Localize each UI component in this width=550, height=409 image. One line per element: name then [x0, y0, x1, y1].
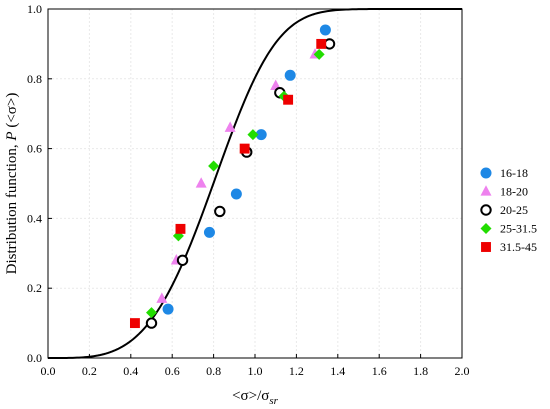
- data-point: [247, 129, 259, 141]
- x-axis-ticks: 0.0 0.2 0.4 0.6 0.8 1.0 1.2 1.4 1.6 1.8 2.0: [41, 354, 470, 378]
- x-tick-label: 0.8: [206, 364, 221, 378]
- x-axis-title: <σ>/σsr: [232, 388, 279, 407]
- y-tick-label: 0.2: [27, 281, 42, 295]
- data-point: [255, 129, 267, 141]
- series-25-31_5: [146, 48, 325, 319]
- data-point: [313, 48, 325, 60]
- y-tick-label: 0.4: [27, 211, 42, 225]
- data-point: [319, 24, 331, 36]
- data-point: [283, 94, 294, 105]
- x-tick-label: 0.0: [41, 364, 56, 378]
- x-tick-label: 1.4: [330, 364, 345, 378]
- data-point: [239, 143, 250, 154]
- data-point: [224, 121, 236, 132]
- data-point: [176, 254, 189, 266]
- x-tick-label: 1.2: [289, 364, 304, 378]
- y-axis-title-tail: (<σ>): [4, 93, 20, 132]
- y-axis-title-main: Distribution function,: [4, 141, 20, 275]
- y-tick-label: 0.8: [27, 72, 42, 86]
- data-point: [146, 307, 157, 319]
- legend-marker: [480, 223, 492, 234]
- y-tick-label: 1.0: [27, 2, 42, 16]
- y-tick-label: 0.0: [27, 351, 42, 365]
- y-tick-label: 0.6: [27, 142, 42, 156]
- series-16-18: [162, 24, 331, 315]
- legend-marker: [481, 242, 491, 252]
- x-tick-label: 1.0: [248, 364, 263, 378]
- y-axis-ticks: 0.0 0.2 0.4 0.6 0.8 1.0: [27, 2, 52, 365]
- legend-item: 16-18: [480, 166, 528, 180]
- x-tick-label: 2.0: [455, 364, 470, 378]
- legend-label: 16-18: [500, 166, 528, 180]
- legend-marker: [480, 204, 492, 216]
- data-point: [129, 318, 140, 329]
- legend-item: 25-31.5: [480, 222, 537, 236]
- legend-label: 31.5-45: [500, 240, 537, 254]
- data-point: [145, 317, 158, 329]
- data-point: [323, 38, 336, 50]
- data-point: [162, 303, 174, 315]
- x-tick-label: 0.2: [82, 364, 97, 378]
- x-axis-title-sub: sr: [269, 395, 278, 407]
- series-20-25: [145, 38, 336, 329]
- legend-label: 25-31.5: [500, 222, 537, 236]
- data-points: [129, 24, 336, 329]
- legend-item: 18-20: [480, 185, 528, 199]
- grid: [48, 9, 462, 358]
- data-point: [230, 188, 242, 200]
- legend-marker: [480, 167, 492, 179]
- data-point: [214, 205, 226, 218]
- x-axis-title-main: <σ>/σ: [232, 388, 269, 404]
- legend-label: 18-20: [500, 185, 528, 199]
- data-point: [284, 69, 296, 81]
- legend-item: 20-25: [480, 203, 528, 217]
- legend: 16-18 18-20 20-25 25-31.5 31.5-45: [480, 166, 537, 254]
- data-point: [175, 223, 186, 234]
- y-axis-title: Distribution function, P (<σ>): [4, 93, 20, 275]
- data-point: [208, 160, 220, 172]
- x-tick-label: 1.6: [372, 364, 387, 378]
- legend-marker: [480, 185, 492, 196]
- data-point: [316, 38, 327, 49]
- data-point: [195, 177, 207, 188]
- legend-item: 31.5-45: [481, 240, 537, 254]
- series-31_5-45: [129, 38, 327, 329]
- y-axis-title-italic: P: [4, 131, 20, 141]
- x-tick-label: 1.8: [413, 364, 428, 378]
- data-point: [203, 226, 215, 238]
- data-point: [156, 292, 168, 303]
- x-tick-label: 0.6: [165, 364, 180, 378]
- legend-label: 20-25: [500, 203, 528, 217]
- x-tick-label: 0.4: [123, 364, 138, 378]
